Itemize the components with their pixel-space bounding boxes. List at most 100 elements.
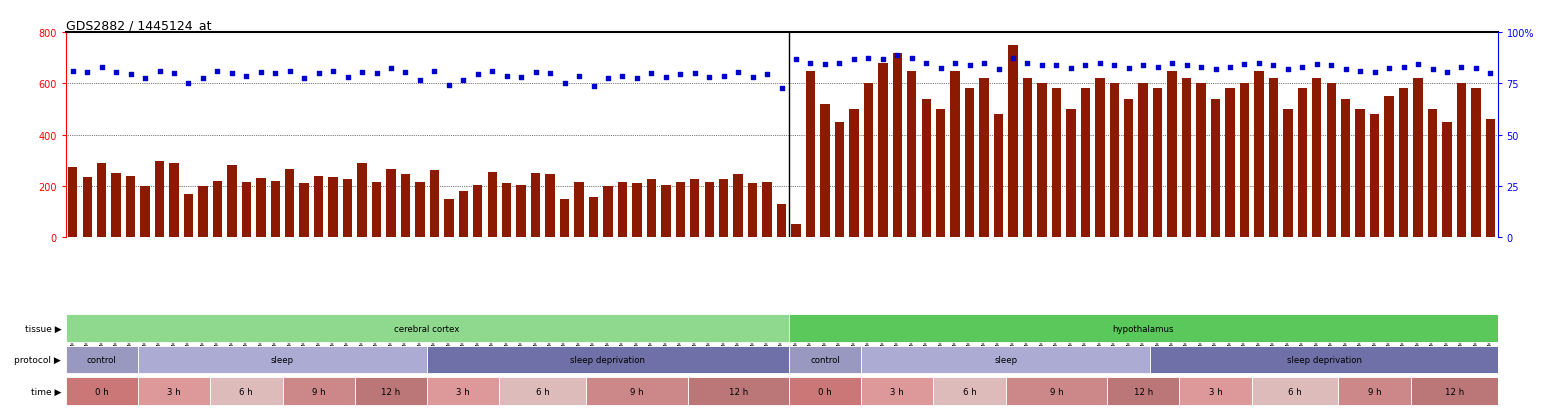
Bar (1356, 110, 1365, 237)
Point (1376, 66, 1401, 72)
Bar (387, 170, 396, 237)
Point (624, 76, 649, 82)
Point (610, 73, 635, 80)
Bar (137, 346, 427, 373)
Bar (184, 194, 193, 237)
Point (1117, 66, 1142, 72)
Point (133, 76, 158, 82)
Point (306, 71, 331, 77)
Text: 0 h: 0 h (95, 387, 109, 396)
Bar (587, 377, 688, 405)
Bar (1109, 84, 1119, 237)
Text: 9 h: 9 h (630, 387, 644, 396)
Bar (719, 180, 729, 237)
Point (783, 57, 808, 63)
Point (465, 72, 490, 78)
Text: 9 h: 9 h (1368, 387, 1382, 396)
Point (1073, 63, 1098, 69)
Bar (618, 183, 627, 237)
Point (509, 74, 534, 81)
Bar (861, 377, 933, 405)
Point (739, 74, 764, 81)
Bar (1225, 89, 1234, 237)
Point (697, 74, 722, 81)
Bar (933, 377, 1006, 405)
Text: sleep deprivation: sleep deprivation (1287, 355, 1362, 364)
Bar (198, 186, 207, 237)
Text: 6 h: 6 h (963, 387, 977, 396)
Bar (604, 186, 613, 237)
Bar (1457, 84, 1466, 237)
Point (1406, 62, 1431, 68)
Point (1030, 63, 1055, 69)
Bar (1065, 110, 1075, 237)
Text: 3 h: 3 h (167, 387, 181, 396)
Bar (922, 100, 931, 237)
Point (1145, 64, 1170, 71)
Bar (546, 175, 555, 237)
Bar (588, 198, 597, 237)
Point (248, 69, 273, 76)
Point (654, 74, 679, 81)
Bar (690, 180, 699, 237)
Text: 0 h: 0 h (817, 387, 831, 396)
Point (640, 71, 665, 77)
Bar (459, 192, 468, 237)
Bar (936, 110, 945, 237)
Point (899, 55, 924, 62)
Bar (285, 170, 295, 237)
Bar (473, 185, 482, 237)
Point (856, 55, 881, 62)
Point (755, 72, 780, 78)
Point (870, 57, 895, 63)
Point (1260, 63, 1285, 69)
Text: 9 h: 9 h (312, 387, 326, 396)
Point (1290, 64, 1315, 71)
Point (349, 69, 374, 76)
Bar (966, 89, 975, 237)
Bar (705, 183, 714, 237)
Bar (170, 164, 179, 237)
Bar (66, 346, 137, 373)
Bar (343, 180, 353, 237)
Bar (632, 184, 641, 237)
Point (89, 64, 114, 71)
Bar (1240, 84, 1250, 237)
Bar (228, 166, 237, 237)
Bar (1095, 79, 1104, 237)
Point (928, 66, 953, 72)
Text: 12 h: 12 h (1445, 387, 1463, 396)
Bar (1298, 89, 1307, 237)
Text: protocol ▶: protocol ▶ (14, 355, 61, 364)
Bar (994, 115, 1003, 237)
Bar (878, 64, 888, 237)
Point (421, 68, 446, 75)
Point (914, 60, 939, 67)
Point (1175, 63, 1200, 69)
Point (523, 69, 548, 76)
Bar (861, 346, 1150, 373)
Bar (864, 84, 874, 237)
Point (1087, 60, 1112, 67)
Text: control: control (87, 355, 117, 364)
Point (566, 73, 591, 80)
Bar (212, 181, 222, 237)
Point (711, 73, 736, 80)
Bar (1338, 377, 1410, 405)
Text: sleep: sleep (994, 355, 1017, 364)
Bar (1443, 123, 1452, 237)
Point (147, 68, 172, 75)
Bar (1312, 79, 1321, 237)
Point (1159, 60, 1184, 67)
Point (480, 68, 505, 75)
Bar (807, 71, 816, 237)
Bar (789, 346, 861, 373)
Bar (1037, 84, 1047, 237)
Point (596, 76, 621, 82)
Point (972, 60, 997, 67)
Bar (499, 377, 587, 405)
Bar (777, 204, 786, 237)
Bar (1485, 120, 1494, 237)
Bar (1150, 346, 1498, 373)
Text: sleep deprivation: sleep deprivation (571, 355, 646, 364)
